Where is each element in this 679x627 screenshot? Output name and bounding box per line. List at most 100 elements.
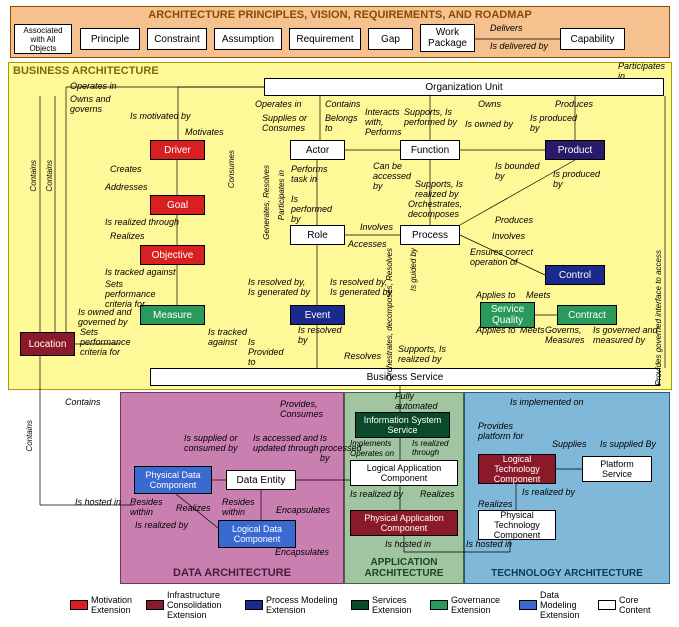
l13: Produces [555,100,593,110]
l32: Orchestrates, decomposes [408,200,468,220]
top-title: ARCHITECTURE PRINCIPLES, VISION, REQUIRE… [11,7,669,23]
l37b: Is guided by [410,248,419,291]
l22b: Is tracked against [208,328,248,348]
l71: Is hosted in [466,540,512,550]
org-unit-node: Organization Unit [264,78,664,96]
l70: Is hosted in [385,540,431,550]
lbl-is-delivered-by: Is delivered by [490,42,548,52]
l17: Addresses [105,183,148,193]
l52: Is implemented on [510,398,584,408]
l66: Is realized by [350,490,403,500]
business-title: BUSINESS ARCHITECTURE [9,63,671,79]
actor-node: Actor [290,140,345,160]
lac-node: Logical Application Component [350,460,458,486]
l50: Provides, Consumes [280,400,330,420]
l46: Provides governed interface to access [655,250,664,386]
l57: Is realized through [412,440,457,458]
process-node: Process [400,225,460,245]
l64: Encapsulates [276,506,330,516]
location-node: Location [20,332,75,356]
l1: Operates in [70,82,117,92]
legend-5: Data Modeling Extension [519,590,588,620]
l48b: Contains [65,398,101,408]
l29: Is produced by [553,170,608,190]
control-node: Control [545,265,605,285]
data-title: DATA ARCHITECTURE [121,565,343,581]
l37: Is resolved by, Is generated by [330,278,395,298]
l2: Owns and governs [70,95,120,115]
driver-node: Driver [150,140,205,160]
l37e: Consumes [228,150,237,188]
l12: Is owned by [465,120,513,130]
l51: Fully automated [395,392,445,412]
legend-sw-4 [430,600,448,610]
l38: Applies to [476,291,516,301]
l67b: Realizes [478,500,513,510]
l25: Is performed by [291,195,341,225]
legend-1: Infrastructure Consolidation Extension [146,590,235,620]
l69: Encapsulates [275,548,329,558]
legend-lbl-5: Data Modeling Extension [540,590,588,620]
legend-sw-5 [519,600,537,610]
legend-lbl-1: Infrastructure Consolidation Extension [167,590,235,620]
l9: Interacts with, Performs [365,108,405,138]
l30: Involves [360,223,393,233]
l35: Ensures correct operation of [470,248,540,268]
role-node: Role [290,225,345,245]
legend-2: Process Modeling Extension [245,590,341,620]
l10: Supports, Is performed by [404,108,459,128]
l7: Contains [325,100,361,110]
legend-3: Services Extension [351,590,420,620]
l48: Contains [46,160,55,192]
l14: Is produced by [530,114,585,134]
l3: Is motivated by [130,112,191,122]
l22: Sets performance criteria for [80,328,140,358]
l38b: Meets [526,291,551,301]
objective-node: Objective [140,245,205,265]
legend-lbl-4: Governance Extension [451,595,509,615]
l33: Produces [495,216,533,226]
l32b: Orchestrates, decomposes, Resolves [386,248,398,381]
l61: Resides within [130,498,165,518]
l41: Is governed and measured by [593,326,663,346]
function-node: Function [400,140,460,160]
l15: Participates in [618,62,668,82]
legend-sw-6 [598,600,616,610]
l18: Is realized through [105,218,179,228]
gap-node: Gap [368,28,413,50]
capability-node: Capability [560,28,625,50]
legend: Motivation Extension Infrastructure Cons… [70,590,670,620]
l56: Implements [350,440,391,449]
l56b: Operates on [350,450,394,459]
assumption-node: Assumption [214,28,282,50]
l48c: Contains [26,420,35,452]
data-entity-node: Data Entity [226,470,296,490]
platform-node: Platform Service [582,456,652,482]
l16: Creates [110,165,142,175]
l8: Belongs to [325,114,365,134]
tech-title: TECHNOLOGY ARCHITECTURE [465,566,669,581]
l43: Is resolved by [298,326,343,346]
l40b: Meets [520,326,545,336]
l59: Supplies [552,440,587,450]
l23b: Is owned and governed by [78,308,133,328]
legend-sw-3 [351,600,369,610]
l28: Is bounded by [495,162,540,182]
l31: Accesses [348,240,387,250]
l11: Owns [478,100,501,110]
l58: Provides platform for [478,422,528,442]
l20: Is tracked against [105,268,176,278]
l21: Sets performance criteria for [105,280,175,310]
l62: Realizes [176,504,211,514]
l42: Is Provided to [248,338,288,368]
l63: Resides within [222,498,257,518]
principle-node: Principle [80,28,140,50]
business-service-node: Business Service [150,368,660,386]
pac-node: Physical Application Component [350,510,458,536]
app-title: APPLICATION ARCHITECTURE [345,555,463,581]
legend-4: Governance Extension [430,590,509,620]
legend-6: Core Content [598,590,659,620]
log-data-node: Logical Data Component [218,520,296,548]
l27: Supports, Is realized by [415,180,470,200]
ptc-node: Physical Technology Component [478,510,556,540]
